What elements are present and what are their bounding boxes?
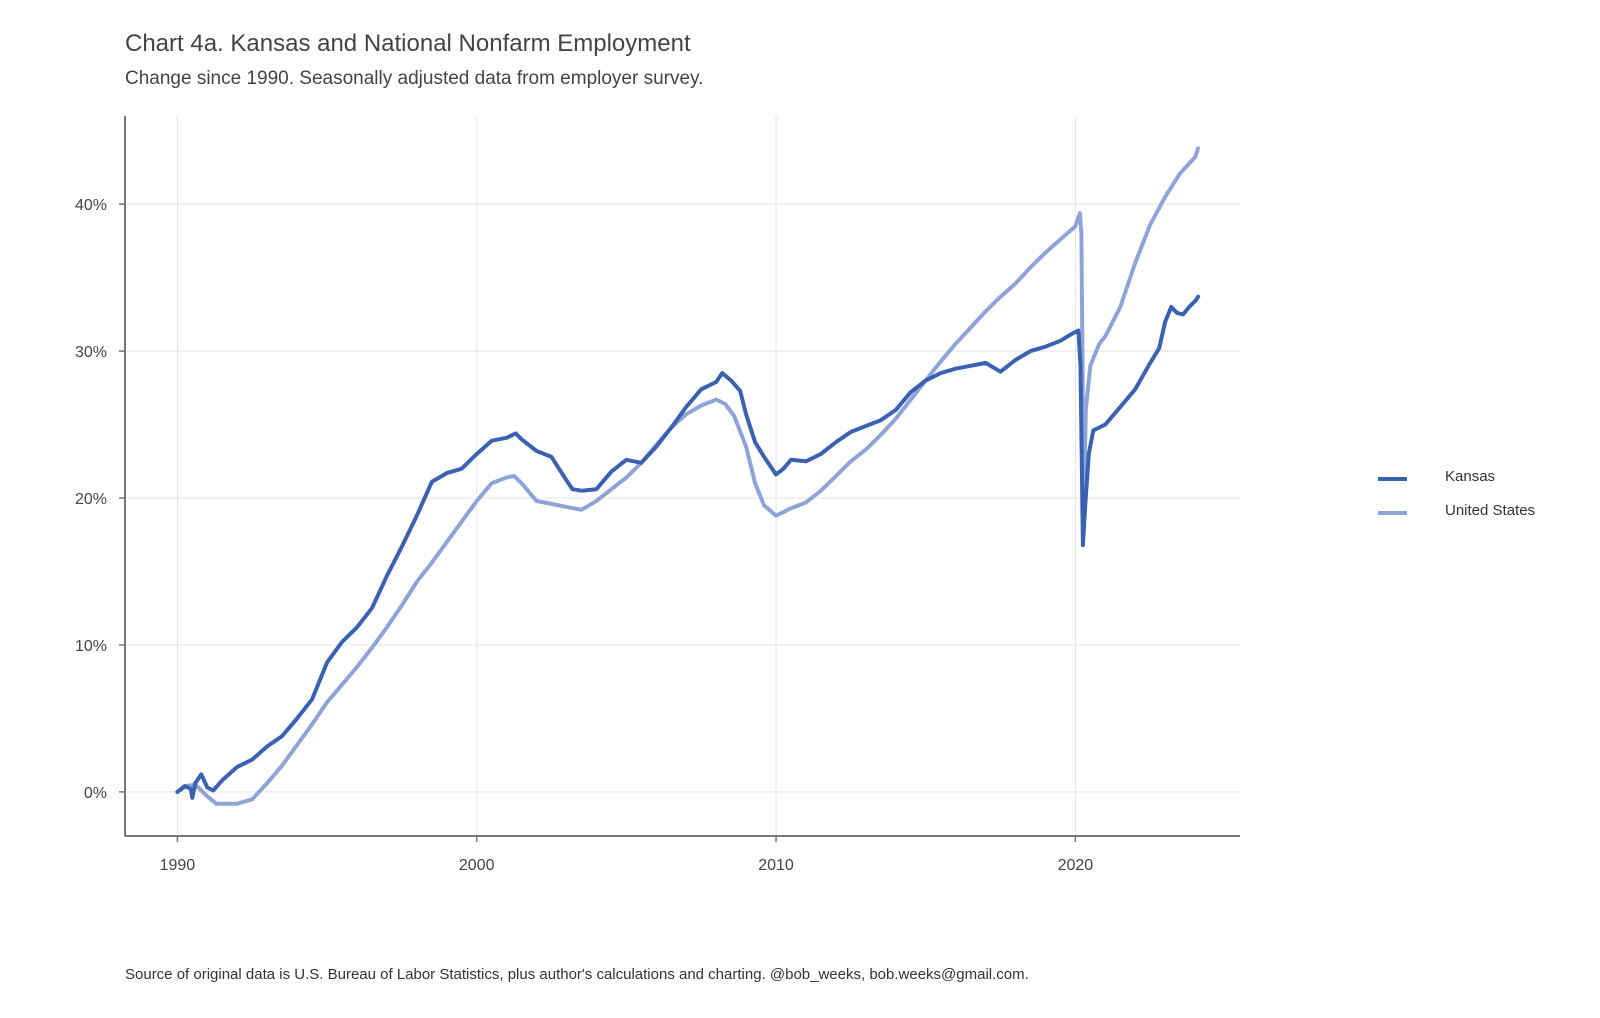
series-line-kansas bbox=[175, 294, 1201, 800]
x-tick-label: 2000 bbox=[459, 857, 495, 874]
x-tick-label: 1990 bbox=[160, 857, 196, 874]
x-tick-label: 2020 bbox=[1058, 857, 1094, 874]
chart-title: Chart 4a. Kansas and National Nonfarm Em… bbox=[125, 30, 691, 57]
y-tick-label: 0% bbox=[84, 785, 107, 802]
legend-label-united-states: United States bbox=[1445, 502, 1536, 519]
y-tick-label: 10% bbox=[75, 638, 107, 655]
y-tick-label: 30% bbox=[75, 344, 107, 361]
legend-swatch-united-states bbox=[1378, 511, 1407, 515]
series-line-united-states bbox=[175, 146, 1201, 806]
legend-swatch-kansas bbox=[1378, 477, 1407, 481]
legend-label-kansas: Kansas bbox=[1445, 468, 1496, 485]
y-tick-label: 20% bbox=[75, 491, 107, 508]
x-tick-label: 2010 bbox=[758, 857, 794, 874]
chart-subtitle: Change since 1990. Seasonally adjusted d… bbox=[125, 68, 704, 89]
source-caption: Source of original data is U.S. Bureau o… bbox=[125, 966, 1029, 983]
y-tick-label: 40% bbox=[75, 197, 107, 214]
